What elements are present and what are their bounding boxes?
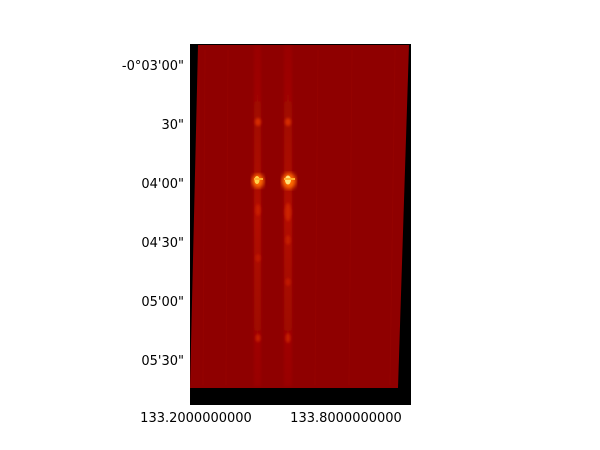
y-axis-labels: -0°03'00" 30" 04'00" 04'30" 05'00" 05'30… (122, 59, 184, 369)
y-tick-label: 30" (161, 118, 184, 133)
hotspots (252, 173, 296, 189)
y-tick-label: 05'30" (141, 354, 184, 369)
y-tick-label: 04'30" (141, 236, 184, 251)
x-tick-label: 133.2000000000 (140, 411, 252, 426)
x-axis-labels: 133.2000000000 133.8000000000 (140, 411, 402, 426)
faint-streaks (202, 49, 396, 386)
streak-left (254, 46, 261, 386)
image-data-field (190, 45, 409, 388)
y-tick-label: 05'00" (141, 295, 184, 310)
x-tick-label: 133.8000000000 (290, 411, 402, 426)
y-tick-label: 04'00" (141, 177, 184, 192)
y-tick-label: -0°03'00" (122, 59, 184, 74)
emission-knots (255, 118, 291, 343)
